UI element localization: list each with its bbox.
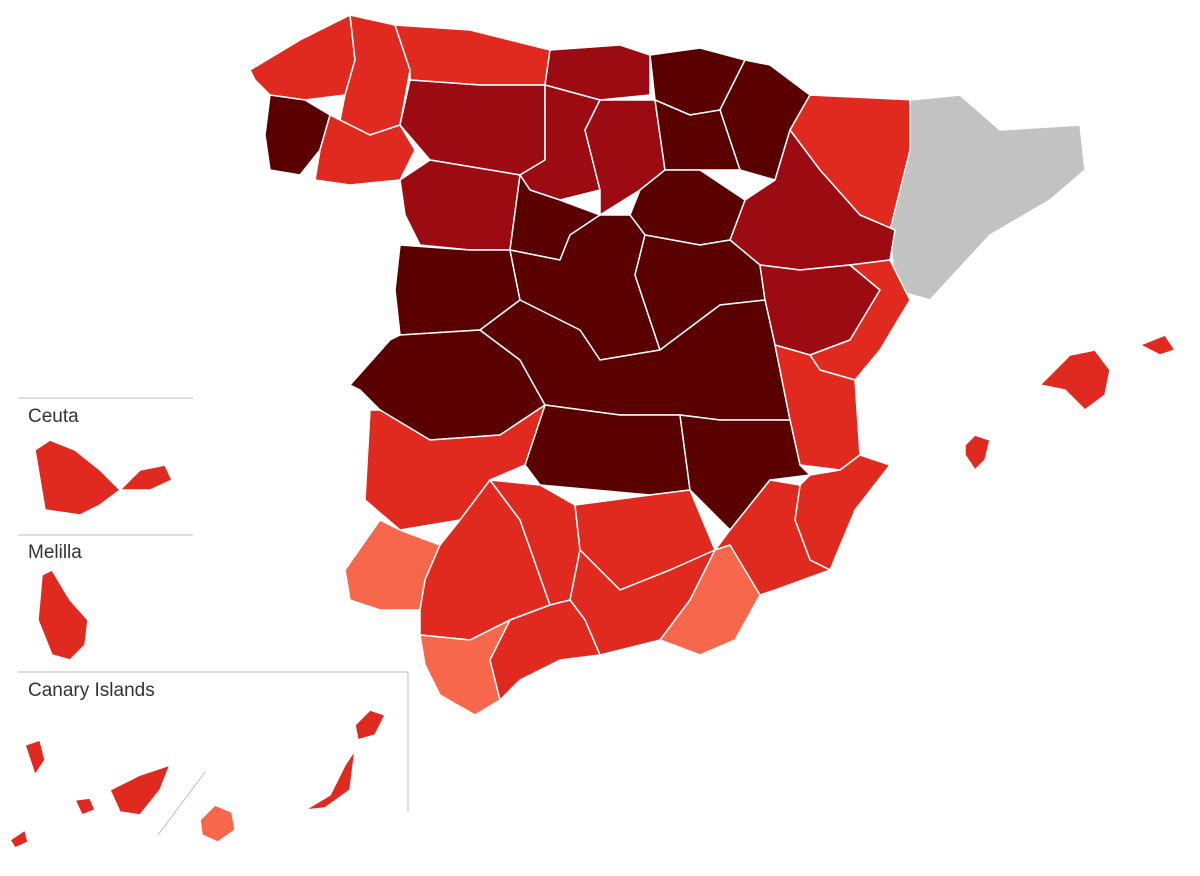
region (37, 569, 89, 661)
spain-provinces (9, 14, 1176, 849)
region (34, 439, 121, 516)
region (24, 739, 46, 776)
region (489, 599, 601, 701)
region (1039, 349, 1111, 411)
region (354, 709, 386, 741)
inset-label: Canary Islands (28, 680, 155, 701)
region (524, 404, 691, 496)
region (1139, 334, 1176, 356)
region (74, 797, 96, 816)
region (264, 94, 331, 176)
region (394, 24, 551, 86)
region (199, 804, 236, 843)
region (109, 764, 171, 816)
region (119, 464, 173, 491)
inset-frames (18, 397, 409, 836)
region (9, 829, 29, 849)
inset-label: Melilla (28, 542, 82, 563)
region (964, 434, 991, 471)
region (314, 114, 416, 186)
region (304, 749, 356, 811)
region (249, 14, 356, 101)
region (889, 94, 1086, 301)
region (794, 454, 891, 571)
region (364, 404, 546, 531)
inset-label: Ceuta (28, 406, 79, 427)
region (399, 159, 521, 251)
region (399, 79, 546, 176)
region (659, 544, 761, 656)
frame-line (157, 771, 206, 836)
